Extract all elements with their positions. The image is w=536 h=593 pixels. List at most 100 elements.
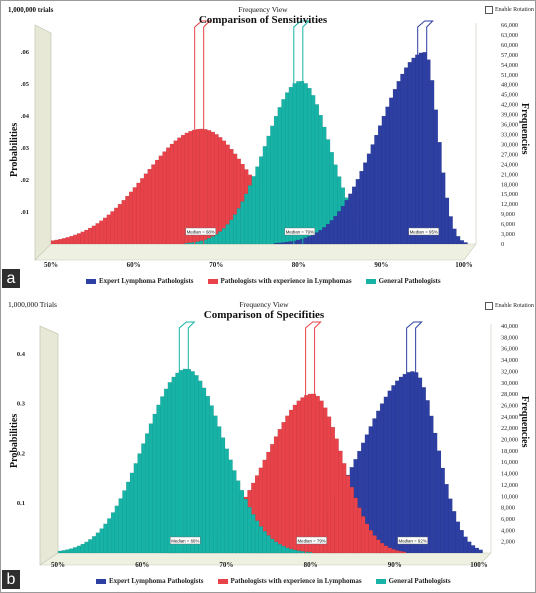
histogram-bar [292, 404, 298, 554]
histogram-bar [80, 231, 85, 245]
histogram-bar [342, 463, 347, 554]
histogram-bar [166, 147, 171, 245]
histogram-bar [387, 390, 392, 554]
histogram-bar [441, 172, 446, 245]
histogram-bar [478, 549, 483, 554]
y-right-tick-label: 22,000 [501, 425, 518, 432]
histogram-bar [206, 238, 212, 245]
checkbox-box[interactable] [485, 6, 493, 14]
y-tick-label: 0.1 [17, 500, 25, 507]
histogram-bar [69, 548, 74, 554]
histogram-bar [303, 237, 308, 245]
histogram-bar [311, 234, 316, 245]
y-right-tick-label: 24,000 [501, 414, 518, 421]
histogram-bar [162, 151, 167, 245]
histogram-bar [433, 109, 439, 245]
legend-item-experienced: Pathologists with experience in Lymphoma… [217, 577, 362, 585]
histogram-bar [383, 396, 389, 554]
histogram-bar [61, 550, 67, 554]
histogram-bar [126, 481, 131, 554]
y-axis-label: Probabilities [9, 122, 20, 177]
y-tick-label: .06 [21, 49, 30, 56]
histogram-bar [296, 81, 301, 245]
histogram-bar [314, 232, 320, 245]
legend-item-experienced: Pathologists with experience in Lymphoma… [207, 277, 352, 285]
histogram-bar [114, 505, 120, 554]
y-right-tick-label: 10,000 [501, 493, 518, 500]
histogram-bar [288, 548, 294, 554]
x-tick-label: 70% [209, 261, 223, 269]
histogram-bar [201, 387, 207, 554]
x-tick-label: 80% [304, 561, 318, 569]
histogram-bar [398, 551, 404, 554]
enable-rotation-checkbox[interactable]: Enable Rotation [485, 302, 534, 310]
histogram-bar [160, 396, 165, 554]
chart-a-plot: .01 .02 .03 .04 .05 .06 0 3,000 6,000 9,000 12,000… [21, 20, 518, 269]
histogram-bar [296, 550, 301, 554]
histogram-bar [262, 531, 267, 554]
y-right-tick-label: 45,000 [501, 92, 518, 99]
histogram-bar [102, 217, 108, 245]
legend-label: Expert Lymphoma Pathologists [99, 277, 194, 285]
y-right-tick-label: 2,000 [501, 539, 515, 546]
histogram-bar [95, 223, 100, 245]
histogram-bar [122, 490, 127, 554]
y-right-tick-label: 6,000 [501, 516, 515, 523]
y-tick-label: .04 [21, 113, 30, 120]
median-label-box [284, 227, 315, 236]
histogram-bar [69, 235, 74, 245]
side-wall [34, 24, 52, 261]
side-wall [39, 325, 59, 566]
histogram-bar [329, 220, 334, 245]
histogram-bar [379, 403, 385, 554]
histogram-bar [456, 236, 461, 245]
histogram-bar [345, 475, 351, 554]
histogram-bar [273, 541, 279, 554]
view-label: Frequency View [239, 300, 289, 309]
median-label-box [397, 536, 428, 545]
median-label-box [408, 227, 439, 236]
y-right-tick-label: 40,000 [501, 323, 518, 330]
histogram-bar [357, 507, 362, 554]
histogram-bar [307, 551, 313, 554]
histogram-bar [368, 530, 373, 554]
y-right-tick-label: 14,000 [501, 471, 518, 478]
histogram-bar [444, 197, 450, 245]
histogram-bar [125, 195, 130, 245]
histogram-bar [270, 444, 275, 554]
histogram-bar [463, 536, 468, 554]
histogram-bar [132, 187, 137, 245]
histogram-bar [315, 395, 320, 554]
y-tick-label: 0.2 [17, 450, 25, 457]
y-right-tick-label: 12,000 [501, 482, 518, 489]
histogram-bar [114, 207, 119, 245]
histogram-bar [95, 532, 101, 554]
legend-swatch [375, 578, 386, 584]
x-tick-label: 60% [127, 261, 141, 269]
histogram-bar [407, 62, 412, 245]
histogram-bar [303, 83, 308, 245]
histogram-bar [218, 231, 223, 245]
floor [39, 552, 492, 566]
y-right-tick-label: 6,000 [501, 221, 515, 228]
histogram-bar [400, 73, 405, 245]
histogram-bar [323, 407, 328, 554]
chart-b-plot: 0.1 0.2 0.3 0.4 2,000 4,000 6,000 8,000 10,000 12… [17, 321, 518, 569]
enable-rotation-checkbox[interactable]: Enable Rotation [485, 6, 534, 14]
histogram-bar [374, 134, 379, 245]
y-right-tick-label: 8,000 [501, 505, 515, 512]
median-label: Median = 92% [399, 538, 427, 543]
chart-panel-b: 0.1 0.2 0.3 0.4 2,000 4,000 6,000 8,000 10,000 12… [1, 296, 534, 590]
histogram-bar [370, 144, 375, 245]
histogram-bar [232, 214, 238, 245]
histogram-bar [395, 380, 400, 554]
histogram-bar [107, 518, 112, 554]
checkbox-box[interactable] [485, 302, 493, 310]
legend: Expert Lymphoma Pathologists Pathologist… [86, 277, 455, 285]
legend-swatch [86, 278, 96, 284]
y-axis-right-label: Frequencies [519, 103, 530, 155]
histogram-bar [148, 423, 154, 554]
histogram-bar [54, 239, 59, 245]
histogram-bar [213, 415, 218, 554]
histogram-bar [288, 409, 294, 554]
